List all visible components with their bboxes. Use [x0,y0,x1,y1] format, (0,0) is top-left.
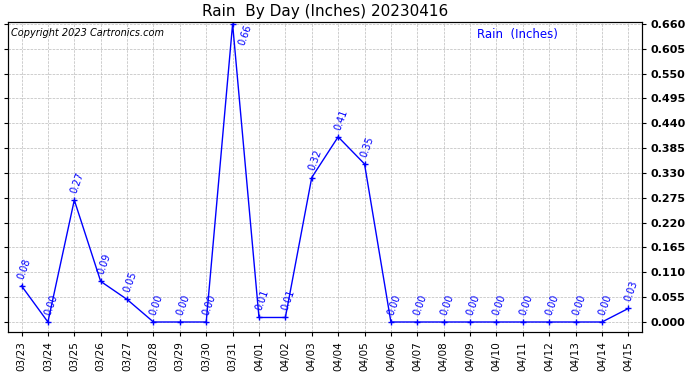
Text: 0.00: 0.00 [386,293,402,316]
Text: 0.66: 0.66 [237,23,253,47]
Text: 0.27: 0.27 [69,171,86,195]
Title: Rain  By Day (Inches) 20230416: Rain By Day (Inches) 20230416 [201,4,448,19]
Text: 0.08: 0.08 [17,257,33,280]
Text: 0.01: 0.01 [254,288,270,312]
Text: Copyright 2023 Cartronics.com: Copyright 2023 Cartronics.com [12,28,164,38]
Text: 0.05: 0.05 [122,270,139,294]
Text: 0.00: 0.00 [518,293,534,316]
Text: Rain  (Inches): Rain (Inches) [477,28,558,41]
Text: 0.03: 0.03 [623,279,640,303]
Text: 0.00: 0.00 [465,293,482,316]
Text: 0.00: 0.00 [438,293,455,316]
Text: 0.00: 0.00 [175,293,191,316]
Text: 0.32: 0.32 [306,148,324,172]
Text: 0.09: 0.09 [95,252,112,276]
Text: 0.00: 0.00 [412,293,428,316]
Text: 0.41: 0.41 [333,108,350,131]
Text: 0.00: 0.00 [201,293,217,316]
Text: 0.01: 0.01 [280,288,297,312]
Text: 0.00: 0.00 [597,293,613,316]
Text: 0.00: 0.00 [491,293,508,316]
Text: 0.35: 0.35 [359,135,376,158]
Text: 0.00: 0.00 [43,293,59,316]
Text: 0.00: 0.00 [571,293,587,316]
Text: 0.00: 0.00 [544,293,561,316]
Text: 0.00: 0.00 [148,293,165,316]
